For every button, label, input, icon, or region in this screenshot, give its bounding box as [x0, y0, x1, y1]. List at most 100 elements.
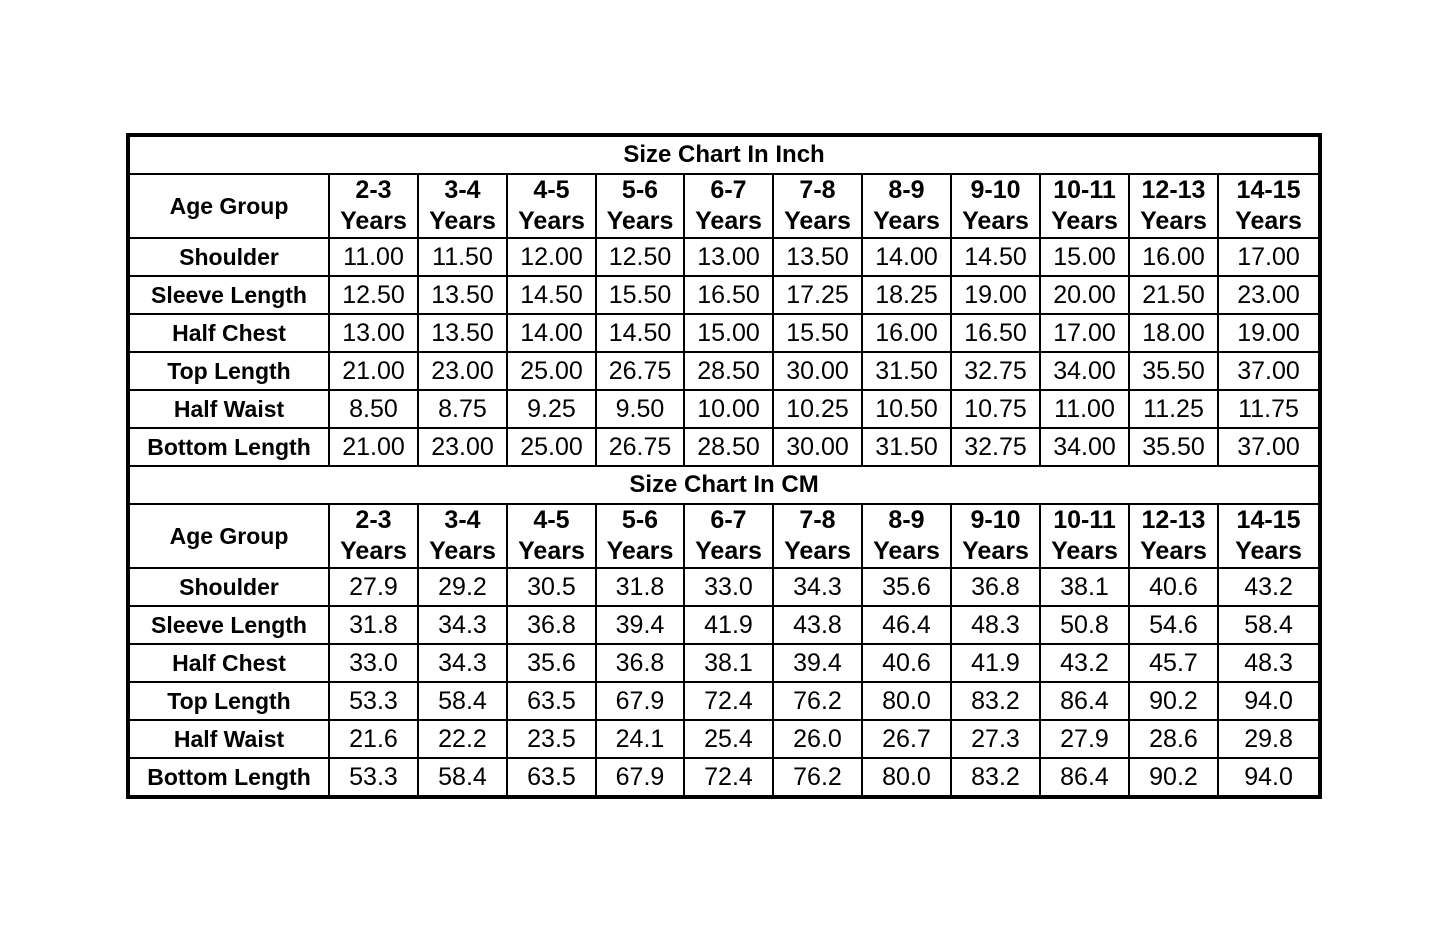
value-cell: 22.2	[417, 719, 508, 759]
table-row: Top Length 21.00 23.00 25.00 26.75 28.50 30.00…	[127, 351, 1322, 391]
age-group-text: Years	[606, 537, 674, 565]
value-cell: 41.9	[950, 643, 1041, 683]
table-row: Bottom Length 21.00 23.00 25.00 26.75 28.50 30…	[127, 427, 1322, 467]
age-group-text: Years	[1140, 207, 1207, 235]
value-cell: 30.00	[772, 351, 863, 391]
row-label: Top Length	[127, 351, 330, 391]
age-group-text: Years	[695, 207, 762, 235]
age-group-text: 2-3	[355, 506, 392, 534]
value-cell: 54.6	[1128, 605, 1219, 645]
value-cell: 27.9	[1039, 719, 1130, 759]
value-cell: 12.50	[328, 275, 419, 315]
title-row: Size Chart In CM	[126, 465, 1322, 505]
value-cell: 15.50	[595, 275, 685, 315]
value-cell: 94.0	[1216, 757, 1322, 798]
value-cell: 13.00	[683, 237, 774, 277]
table-row: Shoulder 11.00 11.50 12.00 12.50 13.00 13.50 14…	[127, 237, 1322, 277]
value-cell: 37.00	[1216, 351, 1322, 391]
age-group-text: 14-15	[1236, 506, 1301, 534]
age-group-text: 4-5	[533, 506, 570, 534]
value-cell: 32.75	[950, 351, 1041, 391]
age-group-text: 10-11	[1053, 506, 1116, 534]
value-cell: 16.50	[950, 313, 1041, 353]
value-cell: 23.00	[417, 351, 508, 391]
value-cell: 31.8	[328, 605, 419, 645]
value-cell: 83.2	[950, 757, 1041, 798]
row-label: Shoulder	[127, 237, 330, 277]
value-cell: 29.2	[417, 567, 508, 607]
age-group-text: 6-7	[710, 176, 747, 204]
value-cell: 58.4	[417, 757, 508, 798]
value-cell: 38.1	[1039, 567, 1130, 607]
value-cell: 38.1	[683, 643, 774, 683]
row-label: Half Chest	[127, 313, 330, 353]
age-group-cell: 9-10 Years	[950, 173, 1041, 239]
value-cell: 15.00	[683, 313, 774, 353]
value-cell: 15.50	[772, 313, 863, 353]
value-cell: 80.0	[861, 681, 952, 721]
age-group-text: 6-7	[710, 506, 747, 534]
value-cell: 24.1	[595, 719, 685, 759]
value-cell: 53.3	[328, 757, 419, 798]
value-cell: 83.2	[950, 681, 1041, 721]
value-cell: 43.8	[772, 605, 863, 645]
value-cell: 76.2	[772, 757, 863, 798]
value-cell: 16.00	[861, 313, 952, 353]
age-group-text: 7-8	[799, 176, 836, 204]
value-cell: 35.6	[861, 567, 952, 607]
value-cell: 32.75	[950, 427, 1041, 467]
row-label: Half Waist	[127, 719, 330, 759]
age-group-text: 12-13	[1141, 506, 1206, 534]
value-cell: 53.3	[328, 681, 419, 721]
value-cell: 16.00	[1128, 237, 1219, 277]
value-cell: 11.00	[1039, 389, 1130, 429]
table-row: Top Length 53.3 58.4 63.5 67.9 72.4 76.2 80.0 83…	[127, 681, 1322, 721]
value-cell: 17.00	[1039, 313, 1130, 353]
value-cell: 63.5	[506, 681, 597, 721]
value-cell: 21.00	[328, 351, 419, 391]
value-cell: 10.75	[950, 389, 1041, 429]
value-cell: 25.4	[683, 719, 774, 759]
table-row: Half Waist 8.50 8.75 9.25 9.50 10.00 10.25 10.5…	[127, 389, 1322, 429]
age-group-text: Years	[962, 537, 1029, 565]
value-cell: 18.00	[1128, 313, 1219, 353]
value-cell: 23.00	[417, 427, 508, 467]
age-group-text: 14-15	[1236, 176, 1301, 204]
value-cell: 15.00	[1039, 237, 1130, 277]
table-row: Sleeve Length 12.50 13.50 14.50 15.50 16.50 17…	[127, 275, 1322, 315]
age-group-cell: 10-11 Years	[1039, 503, 1130, 569]
age-group-text: 8-9	[888, 506, 925, 534]
value-cell: 17.25	[772, 275, 863, 315]
value-cell: 35.6	[506, 643, 597, 683]
row-label: Shoulder	[127, 567, 330, 607]
value-cell: 36.8	[595, 643, 685, 683]
value-cell: 16.50	[683, 275, 774, 315]
value-cell: 35.50	[1128, 427, 1219, 467]
age-group-cell: 3-4 Years	[417, 503, 508, 569]
value-cell: 30.00	[772, 427, 863, 467]
table-row: Half Chest 33.0 34.3 35.6 36.8 38.1 39.4 40.6 41…	[127, 643, 1322, 683]
age-group-text: 8-9	[888, 176, 925, 204]
value-cell: 31.8	[595, 567, 685, 607]
row-label: Half Chest	[127, 643, 330, 683]
value-cell: 45.7	[1128, 643, 1219, 683]
value-cell: 26.0	[772, 719, 863, 759]
value-cell: 34.3	[417, 643, 508, 683]
age-group-text: Years	[784, 537, 851, 565]
value-cell: 26.75	[595, 427, 685, 467]
age-group-text: Years	[873, 207, 940, 235]
age-group-cell: 12-13 Years	[1128, 503, 1219, 569]
value-cell: 67.9	[595, 757, 685, 798]
value-cell: 39.4	[595, 605, 685, 645]
age-group-text: Years	[784, 207, 851, 235]
row-label: Bottom Length	[127, 427, 330, 467]
value-cell: 14.50	[506, 275, 597, 315]
age-group-cell: 9-10 Years	[950, 503, 1041, 569]
age-group-text: 5-6	[621, 506, 659, 534]
age-group-cell: 10-11 Years	[1039, 173, 1130, 239]
age-group-cell: 8-9 Years	[861, 173, 952, 239]
value-cell: 14.00	[506, 313, 597, 353]
value-cell: 33.0	[683, 567, 774, 607]
age-group-cell: 12-13 Years	[1128, 173, 1219, 239]
value-cell: 23.5	[506, 719, 597, 759]
